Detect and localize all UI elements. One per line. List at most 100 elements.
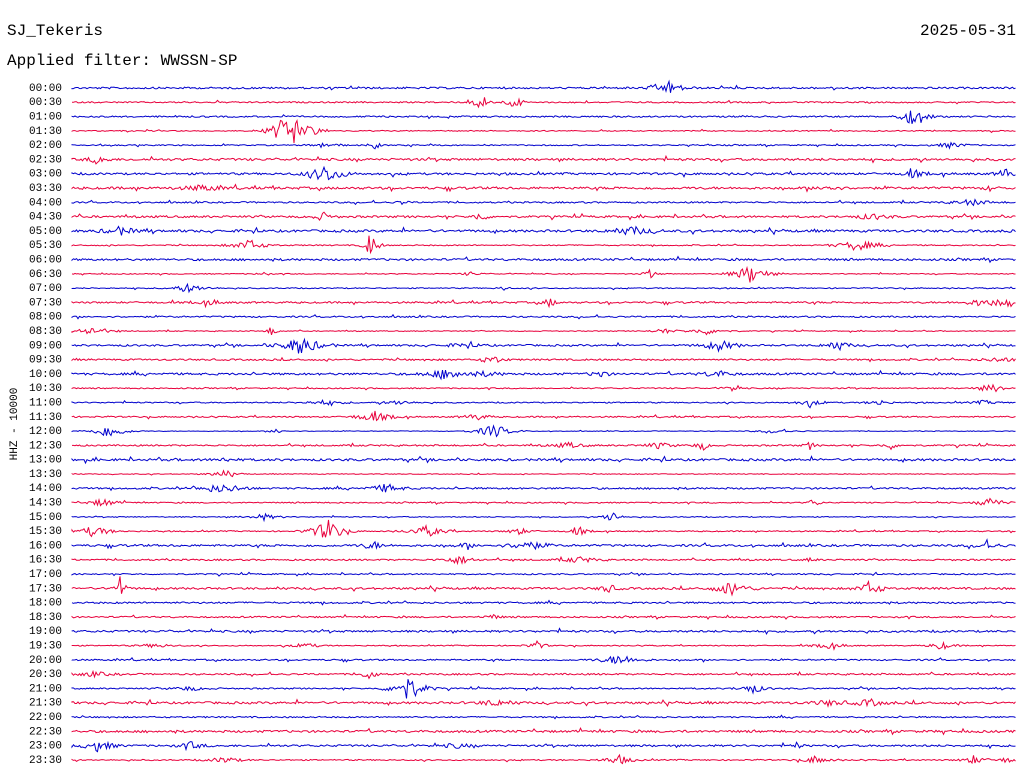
trace	[71, 679, 1016, 699]
traces	[71, 79, 1016, 765]
row-label: 01:00	[29, 112, 62, 124]
row-label: 02:30	[29, 154, 62, 166]
station: SJ_Tekeris	[7, 22, 103, 40]
row-label: 00:00	[29, 83, 62, 95]
row-label: 16:00	[29, 540, 62, 552]
filter: Applied filter: WWSSN-SP	[7, 52, 237, 70]
row-label: 07:30	[29, 297, 62, 309]
trace	[71, 519, 1016, 538]
trace	[71, 255, 1016, 264]
trace	[71, 640, 1016, 651]
trace	[71, 154, 1016, 165]
row-label: 17:00	[29, 569, 62, 581]
row-label: 15:30	[29, 526, 62, 538]
trace	[71, 740, 1016, 753]
trace	[71, 265, 1016, 283]
trace	[71, 369, 1016, 381]
trace	[71, 235, 1016, 255]
row-label: 13:30	[29, 469, 62, 481]
trace	[71, 655, 1016, 665]
trace	[71, 225, 1016, 236]
row-label: 18:00	[29, 598, 62, 610]
trace	[71, 118, 1016, 144]
row-label: 17:30	[29, 583, 62, 595]
row-label: 07:00	[29, 283, 62, 295]
row-label: 05:00	[29, 226, 62, 238]
row-label: 15:00	[29, 512, 62, 524]
row-label: 11:30	[29, 412, 62, 424]
trace	[71, 211, 1016, 221]
trace	[71, 410, 1016, 422]
trace	[71, 198, 1016, 207]
row-label: 08:00	[29, 312, 62, 324]
row-label: 05:30	[29, 240, 62, 252]
row-label: 19:00	[29, 626, 62, 638]
trace	[71, 538, 1016, 551]
trace	[72, 441, 1016, 451]
trace	[71, 753, 1016, 765]
trace	[71, 424, 1016, 438]
trace	[71, 383, 1016, 393]
row-label: 10:30	[29, 383, 62, 395]
row-label: 21:00	[29, 683, 62, 695]
row-label: 06:30	[29, 269, 62, 281]
row-label: 20:30	[29, 669, 62, 681]
row-label: 04:30	[29, 212, 62, 224]
row-label: 14:00	[29, 483, 62, 495]
trace	[71, 483, 1016, 493]
trace	[71, 571, 1016, 577]
trace	[71, 714, 1016, 720]
row-label: 06:00	[29, 254, 62, 266]
row-label: 23:30	[29, 755, 62, 767]
trace	[71, 298, 1016, 309]
trace	[71, 141, 1016, 150]
trace	[71, 356, 1016, 363]
row-label: 23:00	[29, 741, 62, 753]
axis-label: HHZ - 10000	[9, 388, 21, 461]
trace	[71, 698, 1016, 708]
row-label: 22:00	[29, 712, 62, 724]
row-label: 16:30	[29, 555, 62, 567]
row-label: 02:00	[29, 140, 62, 152]
trace	[71, 669, 1016, 680]
trace	[71, 576, 1016, 597]
row-label: 14:30	[29, 498, 62, 510]
row-label: 11:00	[29, 397, 62, 409]
trace	[71, 497, 1016, 507]
trace	[71, 398, 1016, 409]
row-label: 01:30	[29, 126, 62, 138]
trace	[72, 97, 1016, 109]
row-label: 21:30	[29, 698, 62, 710]
row-label: 19:30	[29, 641, 62, 653]
trace	[71, 183, 1016, 193]
row-label: 12:00	[29, 426, 62, 438]
row-label: 04:00	[29, 197, 62, 209]
row-label: 18:30	[29, 612, 62, 624]
trace	[71, 165, 1016, 181]
trace	[71, 512, 1016, 523]
trace	[71, 327, 1016, 336]
trace	[71, 110, 1016, 124]
row-label: 03:30	[29, 183, 62, 195]
row-label: 03:00	[29, 169, 62, 181]
trace	[71, 455, 1016, 465]
row-label: 20:00	[29, 655, 62, 667]
trace	[71, 727, 1016, 736]
trace	[71, 469, 1016, 478]
row-label: 09:00	[29, 340, 62, 352]
trace	[71, 555, 1016, 566]
row-label: 00:30	[29, 97, 62, 109]
trace	[71, 337, 1016, 354]
trace	[71, 599, 1016, 606]
trace	[71, 313, 1016, 320]
row-label: 12:30	[29, 440, 62, 452]
trace	[71, 79, 1016, 93]
trace	[71, 613, 1016, 620]
trace	[71, 627, 1016, 635]
trace	[71, 282, 1016, 294]
row-label: 13:00	[29, 455, 62, 467]
row-label: 22:30	[29, 726, 62, 738]
row-label: 10:00	[29, 369, 62, 381]
date: 2025-05-31	[920, 22, 1016, 40]
